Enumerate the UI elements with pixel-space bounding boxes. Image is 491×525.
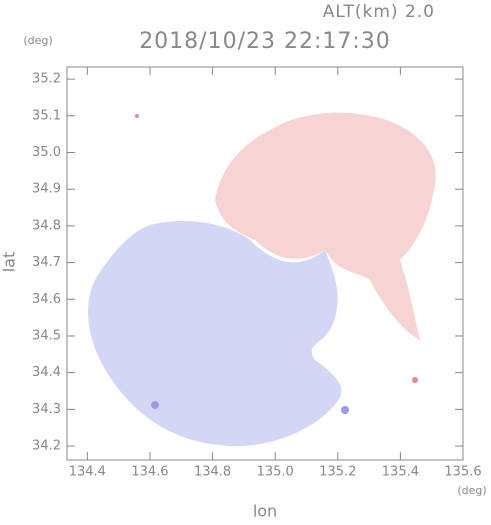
x-tick-label: 135.0 bbox=[257, 465, 294, 480]
y-tick-label: 34.8 bbox=[32, 218, 61, 233]
y-tick-label: 35.1 bbox=[32, 108, 61, 123]
x-tick-label: 135.2 bbox=[319, 465, 356, 480]
x-tick-label: 135.6 bbox=[444, 465, 481, 480]
subtitle: ALT(km) 2.0 bbox=[323, 2, 435, 22]
y-tick-label: 34.7 bbox=[32, 255, 61, 270]
y-tick-label: 34.5 bbox=[32, 328, 61, 343]
radar-field bbox=[88, 112, 436, 447]
y-tick-label: 34.6 bbox=[32, 292, 61, 307]
chart-title: 2018/10/23 22:17:30 bbox=[139, 29, 391, 54]
y-unit: (deg) bbox=[23, 34, 52, 47]
x-tick-label: 135.4 bbox=[382, 465, 419, 480]
x-tick-label: 134.8 bbox=[194, 465, 231, 480]
y-tick-label: 34.4 bbox=[32, 365, 61, 380]
echo-speck bbox=[151, 401, 159, 409]
y-tick-label: 35.0 bbox=[32, 145, 61, 160]
y-tick-label: 34.2 bbox=[32, 439, 61, 454]
approaching-echo bbox=[88, 220, 342, 447]
x-tick-label: 134.6 bbox=[131, 465, 168, 480]
plot-frame bbox=[66, 66, 464, 461]
y-tick-label: 35.2 bbox=[32, 72, 61, 87]
receding-echo bbox=[215, 112, 436, 340]
y-axis-label: lat bbox=[0, 252, 19, 273]
echo-speck bbox=[412, 377, 418, 383]
echo-speck bbox=[135, 114, 139, 118]
y-tick-label: 34.9 bbox=[32, 182, 61, 197]
x-axis-label: lon bbox=[253, 502, 277, 521]
x-tick-label: 134.4 bbox=[69, 465, 106, 480]
x-unit: (deg) bbox=[457, 484, 486, 497]
y-tick-label: 34.3 bbox=[32, 402, 61, 417]
echo-speck bbox=[341, 406, 349, 414]
